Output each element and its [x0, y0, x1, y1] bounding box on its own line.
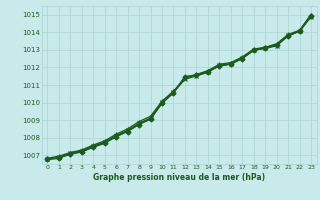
X-axis label: Graphe pression niveau de la mer (hPa): Graphe pression niveau de la mer (hPa) [93, 173, 265, 182]
